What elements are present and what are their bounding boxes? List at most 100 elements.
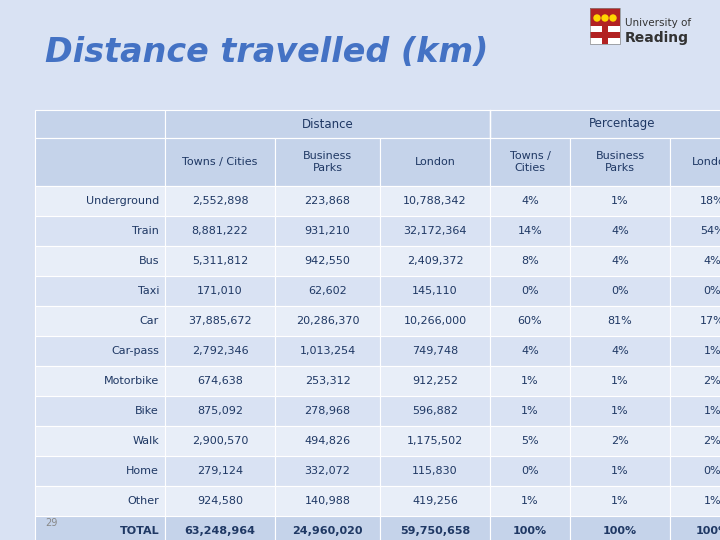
Text: Business
Parks: Business Parks [595,151,644,173]
Text: 37,885,672: 37,885,672 [188,316,252,326]
Text: Towns / Cities: Towns / Cities [182,157,258,167]
Text: 100%: 100% [513,526,547,536]
Text: 32,172,364: 32,172,364 [403,226,467,236]
Text: Walk: Walk [132,436,159,446]
Bar [570,216,670,246]
Bar [570,396,670,426]
Text: Car-pass: Car-pass [111,346,159,356]
Bar [35,216,165,246]
Bar [380,186,490,216]
Text: 1%: 1% [703,496,720,506]
Text: 1%: 1% [521,376,539,386]
Text: 931,210: 931,210 [305,226,351,236]
Text: 18%: 18% [700,196,720,206]
Bar [490,426,570,456]
Bar [670,426,720,456]
Text: 1%: 1% [703,346,720,356]
Bar [275,276,380,306]
Text: 171,010: 171,010 [197,286,243,296]
Bar [490,138,570,186]
Bar [670,486,720,516]
Bar [35,486,165,516]
Text: 1,013,254: 1,013,254 [300,346,356,356]
Text: 1%: 1% [611,466,629,476]
Bar [570,426,670,456]
Text: 2,409,372: 2,409,372 [407,256,463,266]
Text: 278,968: 278,968 [305,406,351,416]
Text: Motorbike: Motorbike [104,376,159,386]
Text: 942,550: 942,550 [305,256,351,266]
Bar [602,26,608,44]
Bar [275,138,380,186]
Text: Bike: Bike [135,406,159,416]
Text: 100%: 100% [696,526,720,536]
Bar [165,486,275,516]
Text: 0%: 0% [611,286,629,296]
Bar [490,216,570,246]
Text: 1%: 1% [611,406,629,416]
Bar [380,216,490,246]
Text: 419,256: 419,256 [412,496,458,506]
Text: 2%: 2% [703,436,720,446]
Text: 494,826: 494,826 [305,436,351,446]
Text: 4%: 4% [521,196,539,206]
Bar [670,276,720,306]
Bar [35,426,165,456]
Text: 253,312: 253,312 [305,376,351,386]
Bar [570,246,670,276]
Bar [380,336,490,366]
Bar [570,186,670,216]
Bar [570,486,670,516]
Text: 1,175,502: 1,175,502 [407,436,463,446]
Bar [380,456,490,486]
Text: 924,580: 924,580 [197,496,243,506]
Text: 81%: 81% [608,316,632,326]
Bar [380,516,490,540]
Bar [35,276,165,306]
Bar [380,396,490,426]
Bar [165,366,275,396]
Text: Percentage: Percentage [589,118,656,131]
Bar [35,336,165,366]
Text: 8,881,222: 8,881,222 [192,226,248,236]
Bar [275,456,380,486]
Text: 2%: 2% [703,376,720,386]
Text: 1%: 1% [611,496,629,506]
Bar [380,276,490,306]
Text: 0%: 0% [521,466,539,476]
Bar [165,516,275,540]
Bar [275,486,380,516]
Text: 674,638: 674,638 [197,376,243,386]
Text: 0%: 0% [703,466,720,476]
Text: 100%: 100% [603,526,637,536]
Text: 14%: 14% [518,226,542,236]
Bar [490,246,570,276]
Text: 29: 29 [45,518,58,528]
Text: Train: Train [132,226,159,236]
Text: 5%: 5% [521,436,539,446]
Text: 1%: 1% [611,376,629,386]
Bar [380,246,490,276]
Text: 279,124: 279,124 [197,466,243,476]
Bar [275,426,380,456]
Bar [570,276,670,306]
Text: Car: Car [140,316,159,326]
Bar [590,32,620,38]
Text: Business
Parks: Business Parks [303,151,352,173]
Bar [275,246,380,276]
Text: Taxi: Taxi [138,286,159,296]
Text: 59,750,658: 59,750,658 [400,526,470,536]
Bar [590,8,620,26]
Bar [165,306,275,336]
Text: 2%: 2% [611,436,629,446]
Bar [490,186,570,216]
Text: 145,110: 145,110 [412,286,458,296]
Text: 332,072: 332,072 [305,466,351,476]
Bar [670,456,720,486]
Bar [165,110,490,138]
Bar [570,306,670,336]
Bar [35,396,165,426]
Text: 4%: 4% [703,256,720,266]
Bar [35,516,165,540]
Circle shape [594,15,600,21]
